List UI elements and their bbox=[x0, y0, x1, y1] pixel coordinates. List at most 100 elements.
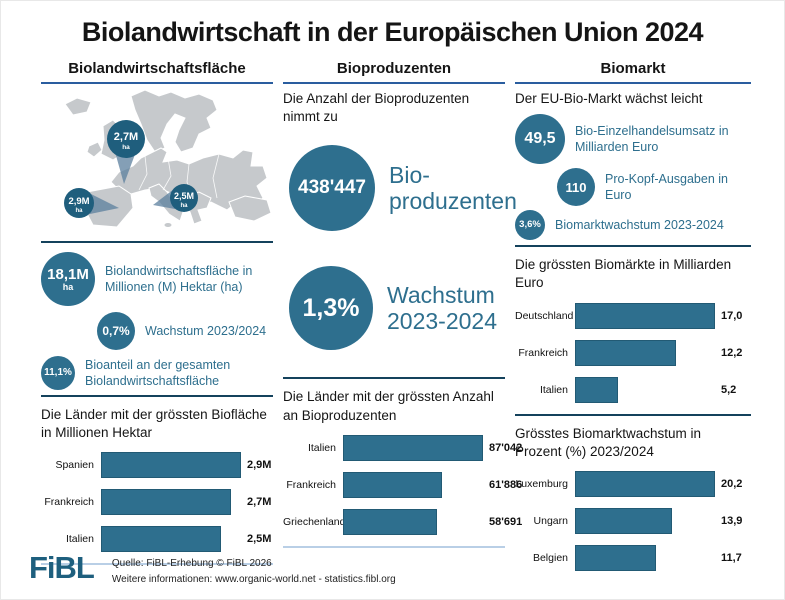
stat-label: Biomarktwachstum 2023-2024 bbox=[555, 218, 724, 233]
market-intro: Der EU-Bio-Markt wächst leicht bbox=[515, 91, 703, 106]
fibl-logo: FiBL bbox=[29, 550, 95, 585]
highlight-label: Bio- produzenten bbox=[389, 162, 517, 215]
bar-row: Frankreich 12,2 bbox=[515, 339, 751, 366]
bar-category: Frankreich bbox=[518, 346, 568, 359]
section-divider bbox=[515, 413, 751, 416]
bar bbox=[575, 471, 715, 498]
bar-row: Italien 5,2 bbox=[515, 376, 751, 403]
europe-map-svg: 2,7M ha 2,9M ha 2,5M h bbox=[64, 90, 272, 228]
chart-title: Die Länder mit der grössten Biofläche in… bbox=[41, 407, 267, 441]
stat-circle: 18,1M ha bbox=[41, 252, 95, 306]
bar-category: Italien bbox=[539, 383, 568, 396]
stat-market-growth: 3,6% Biomarktwachstum 2023-2024 bbox=[515, 210, 751, 241]
column-producers: Bioproduzenten Die Anzahl der Bioproduze… bbox=[283, 60, 522, 582]
highlight-label: Wachstum 2023-2024 bbox=[387, 282, 497, 335]
bar bbox=[575, 339, 676, 366]
highlight-producers-count: 438'447 Bio- produzenten bbox=[283, 132, 517, 244]
stat-label: Biolandwirtschaftsfläche in Millionen (M… bbox=[105, 263, 253, 294]
bar-category: Luxemburg bbox=[515, 478, 568, 491]
section-divider bbox=[41, 395, 273, 397]
stat-area-share: 11,1% Bioanteil an der gesamten Biolandw… bbox=[41, 356, 273, 390]
stat-label: Bio-Einzelhandelsumsatz in Milliarden Eu… bbox=[575, 123, 729, 155]
chart-title: Die Länder mit der grössten Anzahl an Bi… bbox=[283, 389, 494, 423]
bar bbox=[101, 452, 241, 479]
europe-map: 2,7M ha 2,9M ha 2,5M h bbox=[41, 90, 273, 236]
columns-container: Biolandwirtschaftsfläche bbox=[1, 60, 784, 582]
stat-area-total: 18,1M ha Biolandwirtschaftsfläche in Mil… bbox=[41, 252, 273, 306]
stat-circle: 110 bbox=[557, 168, 595, 207]
bar-row: Ungarn 13,9 bbox=[515, 508, 751, 535]
bar-category: Italien bbox=[307, 441, 336, 454]
highlight-circle: 1,3% bbox=[289, 266, 373, 351]
stat-circle: 0,7% bbox=[97, 312, 135, 350]
bar-row: Frankreich 61'886 bbox=[283, 471, 522, 498]
source-line-1: Quelle: FiBL-Erhebung © FiBL 2026 bbox=[111, 558, 272, 569]
producers-intro: Die Anzahl der Bioproduzenten nimmt zu bbox=[283, 91, 470, 125]
bar-category: Frankreich bbox=[44, 496, 94, 509]
map-turkey bbox=[228, 195, 272, 222]
bar bbox=[575, 545, 657, 572]
stat-area-growth: 0,7% Wachstum 2023/2024 bbox=[41, 312, 273, 350]
bar-category: Ungarn bbox=[533, 515, 568, 528]
area-stats: 18,1M ha Biolandwirtschaftsfläche in Mil… bbox=[41, 252, 273, 390]
bar-category: Italien bbox=[65, 533, 94, 546]
bar-value: 2,5M bbox=[247, 533, 272, 546]
map-border-line bbox=[138, 155, 148, 191]
column-bottom-line bbox=[283, 545, 505, 548]
page-title: Biolandwirtschaft in der Europäischen Un… bbox=[81, 17, 704, 47]
source-line-2: Weitere informationen: www.organic-world… bbox=[111, 573, 396, 585]
stat-value: 18,1M bbox=[47, 265, 89, 283]
bar bbox=[575, 376, 619, 403]
bar bbox=[101, 489, 232, 516]
map-border-line bbox=[162, 151, 172, 191]
chart-title: Grösstes Biomarktwachstum in Prozent (%)… bbox=[515, 425, 702, 459]
bar-row: Griechenland 58'691 bbox=[283, 508, 522, 535]
bar-value: 5,2 bbox=[721, 383, 737, 396]
pin-value: 2,9M bbox=[68, 196, 89, 207]
stat-circle: 3,6% bbox=[515, 210, 545, 241]
bar-value: 20,2 bbox=[721, 478, 743, 491]
bar bbox=[343, 471, 443, 498]
stat-label: Bioanteil an der gesamten Biolandwirtsch… bbox=[85, 357, 231, 388]
bar-row: Luxemburg 20,2 bbox=[515, 471, 751, 498]
column-market: Biomarkt Der EU-Bio-Markt wächst leicht … bbox=[515, 60, 751, 582]
stat-value: 110 bbox=[565, 179, 587, 195]
bar-category: Griechenland bbox=[283, 515, 346, 528]
pin-value: 2,5M bbox=[174, 191, 194, 201]
stat-unit: ha bbox=[62, 281, 74, 292]
bar bbox=[575, 302, 715, 329]
stat-circle: 11,1% bbox=[41, 356, 75, 390]
chart-title: Die grössten Biomärkte in Milliarden Eur… bbox=[515, 257, 732, 291]
section-divider bbox=[283, 377, 505, 380]
producers-chart: Die Länder mit der grössten Anzahl an Bi… bbox=[283, 388, 522, 535]
market-size-chart: Die grössten Biomärkte in Milliarden Eur… bbox=[515, 256, 751, 403]
bar-value: 2,9M bbox=[247, 459, 272, 472]
bar bbox=[101, 526, 222, 553]
column-producers-header: Bioproduzenten bbox=[283, 60, 505, 84]
stat-label: Pro-Kopf-Ausgaben in Euro bbox=[605, 171, 728, 203]
market-stats: 49,5 Bio-Einzelhandelsumsatz in Milliard… bbox=[515, 114, 751, 241]
bar-row: Italien 87'042 bbox=[283, 434, 522, 461]
bar bbox=[343, 434, 483, 461]
column-area-header: Biolandwirtschaftsfläche bbox=[41, 60, 273, 84]
bar-value: 11,7 bbox=[721, 552, 742, 565]
section-divider bbox=[515, 245, 751, 248]
stat-retail-sales: 49,5 Bio-Einzelhandelsumsatz in Milliard… bbox=[515, 114, 751, 165]
bar bbox=[343, 508, 437, 535]
footer: FiBL Quelle: FiBL-Erhebung © FiBL 2026 W… bbox=[29, 550, 396, 587]
bar-value: 17,0 bbox=[721, 309, 743, 322]
highlight-circle: 438'447 bbox=[289, 145, 375, 232]
bar-value: 12,2 bbox=[721, 346, 743, 359]
bar-row: Italien 2,5M bbox=[41, 526, 273, 553]
map-border-line bbox=[212, 153, 220, 199]
source-text: Quelle: FiBL-Erhebung © FiBL 2026 Weiter… bbox=[112, 553, 396, 587]
area-chart: Die Länder mit der grössten Biofläche in… bbox=[41, 406, 273, 553]
market-growth-chart: Grösstes Biomarktwachstum in Prozent (%)… bbox=[515, 425, 751, 572]
bar-row: Spanien 2,9M bbox=[41, 452, 273, 479]
bar-row: Belgien 11,7 bbox=[515, 545, 751, 572]
map-sicily bbox=[163, 222, 173, 228]
pin-unit: ha bbox=[122, 144, 130, 151]
map-pin-italy: 2,5M ha bbox=[153, 184, 198, 212]
map-pin-spain: 2,9M ha bbox=[64, 188, 119, 218]
stat-value: 49,5 bbox=[524, 130, 556, 148]
